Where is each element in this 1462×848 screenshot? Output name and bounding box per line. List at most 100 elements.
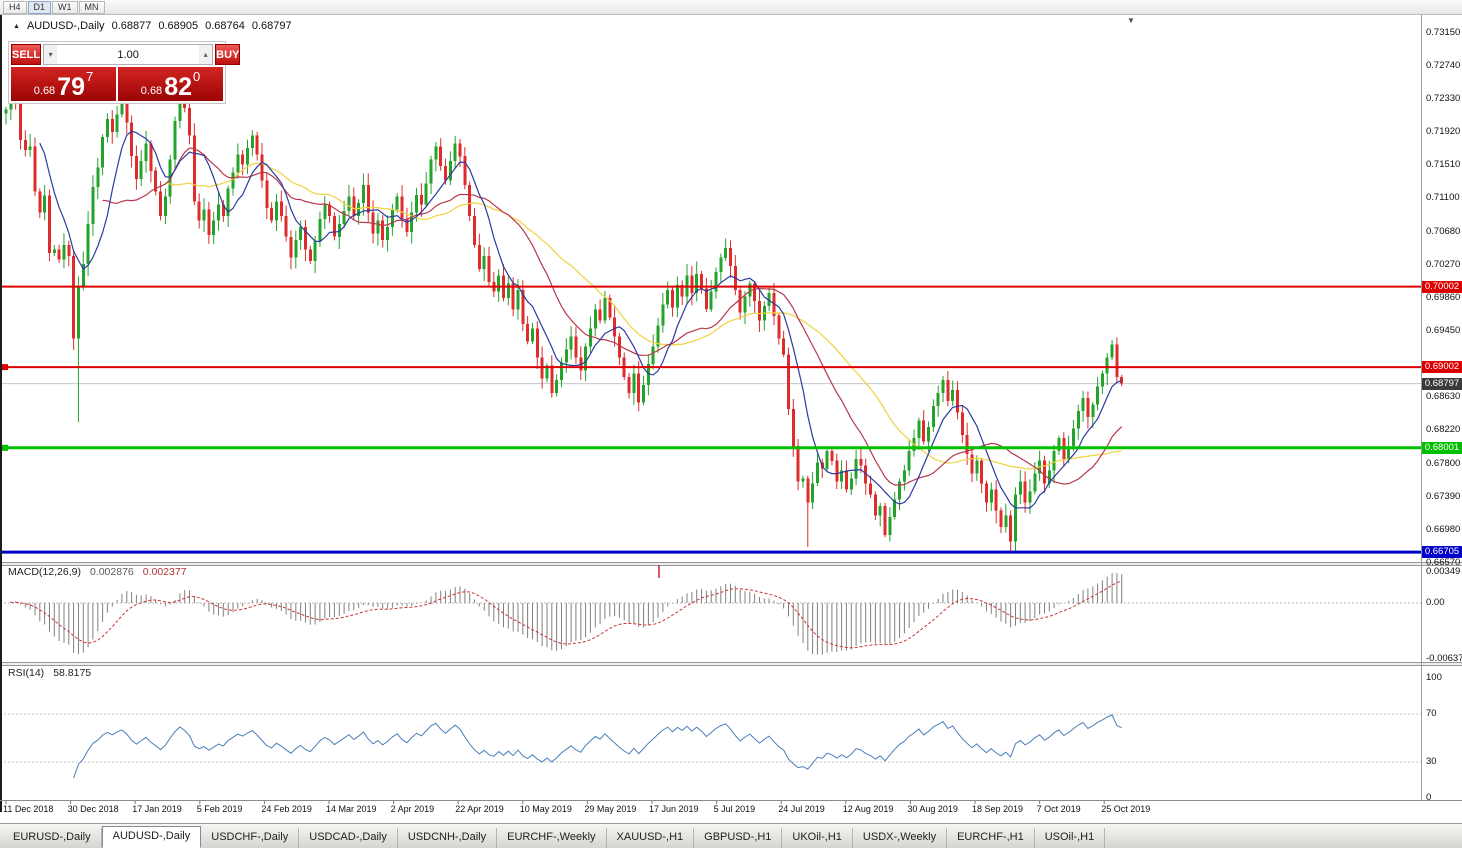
candle-body <box>255 135 259 155</box>
symbol-tab-eurusd-daily[interactable]: EURUSD-,Daily <box>3 828 102 848</box>
macd-pane-splitter[interactable] <box>0 562 1462 566</box>
symbol-tab-usdx-weekly[interactable]: USDX-,Weekly <box>853 828 948 848</box>
candle-body <box>149 143 153 171</box>
candle-body <box>115 114 119 133</box>
candle-body <box>521 290 525 324</box>
candle-body <box>801 478 805 482</box>
candle-body <box>844 470 848 490</box>
candle-body <box>19 103 22 141</box>
candle-body <box>328 204 332 216</box>
candle-body <box>390 209 394 228</box>
candle-body <box>830 451 834 461</box>
candle-body <box>1023 481 1027 503</box>
volume-input[interactable] <box>57 45 200 64</box>
candle-body <box>366 185 370 213</box>
candle-body <box>873 494 877 516</box>
candle-body <box>130 122 134 157</box>
candle-body <box>666 290 670 305</box>
candle-body <box>1076 410 1080 429</box>
ohlc-low: 0.68764 <box>205 20 245 32</box>
candle-body <box>105 119 109 137</box>
candle-body <box>637 373 641 403</box>
candle-body <box>1018 481 1022 495</box>
candle-body <box>1086 397 1090 418</box>
candle-body <box>975 460 979 474</box>
candle-body <box>139 161 143 179</box>
candle-body <box>878 505 882 516</box>
buy-price-display[interactable]: 0.68 82 0 <box>118 67 223 101</box>
candle-body <box>661 304 665 326</box>
candles-layer <box>4 67 1124 553</box>
sell-price-display[interactable]: 0.68 79 7 <box>11 67 116 101</box>
symbol-tab-eurchf-h1[interactable]: EURCHF-,H1 <box>947 828 1035 848</box>
candle-body <box>1057 438 1061 452</box>
symbol-tab-gbpusd-h1[interactable]: GBPUSD-,H1 <box>694 828 783 848</box>
buy-price-big-digits: 82 <box>164 73 192 101</box>
candle-body <box>125 101 129 123</box>
sell-button[interactable]: SELL <box>11 44 42 65</box>
symbol-tab-usdcad-daily[interactable]: USDCAD-,Daily <box>299 828 398 848</box>
symbol-tab-eurchf-weekly[interactable]: EURCHF-,Weekly <box>497 828 607 848</box>
symbol-tab-xauusd-h1[interactable]: XAUUSD-,H1 <box>607 828 695 848</box>
buy-button[interactable]: BUY <box>215 44 241 65</box>
candle-body <box>458 143 462 157</box>
volume-increase-icon[interactable]: ▴ <box>199 45 213 64</box>
symbol-tab-audusd-daily[interactable]: AUDUSD-,Daily <box>101 826 202 848</box>
candle-body <box>376 220 380 234</box>
candle-body <box>888 517 892 535</box>
candle-body <box>791 409 795 447</box>
candle-body <box>704 288 708 310</box>
hline-handle[interactable] <box>2 444 8 451</box>
candle-body <box>487 256 491 282</box>
candle-body <box>632 373 636 393</box>
candle-body <box>758 301 761 321</box>
candle-body <box>729 248 732 266</box>
macd-signal-value: 0.002377 <box>142 566 187 578</box>
hline-handle[interactable] <box>2 364 8 371</box>
candle-body <box>4 109 8 114</box>
candle-body <box>598 309 602 321</box>
symbol-tab-usdchf-daily[interactable]: USDCHF-,Daily <box>201 828 300 848</box>
candle-body <box>43 195 47 213</box>
timeframe-d1-button[interactable]: D1 <box>27 0 52 14</box>
candle-body <box>651 346 655 364</box>
candle-body <box>192 135 196 202</box>
timeframe-mn-button[interactable]: MN <box>78 0 105 14</box>
candle-body <box>67 244 71 257</box>
candle-body <box>671 290 674 308</box>
candle-body <box>642 385 646 403</box>
buy-price-pipette: 0 <box>193 69 201 84</box>
volume-control[interactable]: ▾ ▴ <box>43 44 214 65</box>
candle-body <box>294 240 298 258</box>
candle-body <box>419 194 423 205</box>
timeframe-w1-button[interactable]: W1 <box>52 0 78 14</box>
rsi-pane-splitter[interactable] <box>0 662 1462 666</box>
candle-body <box>236 154 240 173</box>
candle-body <box>849 478 853 490</box>
symbol-tab-ukoil-h1[interactable]: UKOil-,H1 <box>782 828 853 848</box>
symbol-tab-usoil-h1[interactable]: USOil-,H1 <box>1035 828 1106 848</box>
price-axis-border <box>1421 15 1422 801</box>
ma-line-34 <box>165 162 1122 470</box>
candle-body <box>178 90 182 121</box>
candle-body <box>656 325 660 347</box>
candle-body <box>917 420 921 439</box>
candle-body <box>941 380 945 394</box>
candle-body <box>980 460 984 484</box>
candle-body <box>260 154 264 181</box>
rsi-name: RSI(14) <box>8 667 45 679</box>
candle-body <box>526 323 530 342</box>
symbol-tab-usdcnh-daily[interactable]: USDCNH-,Daily <box>398 828 498 848</box>
macd-indicator-label: MACD(12,26,9) 0.002876 0.002377 <box>8 566 187 578</box>
timeframe-h4-button[interactable]: H4 <box>3 0 27 14</box>
volume-decrease-icon[interactable]: ▾ <box>44 45 58 64</box>
candle-body <box>448 161 452 181</box>
candle-body <box>738 290 742 313</box>
candle-body <box>531 328 534 342</box>
candle-body <box>482 256 486 269</box>
candle-body <box>994 489 998 511</box>
candle-body <box>241 154 245 165</box>
candle-body <box>511 283 515 310</box>
